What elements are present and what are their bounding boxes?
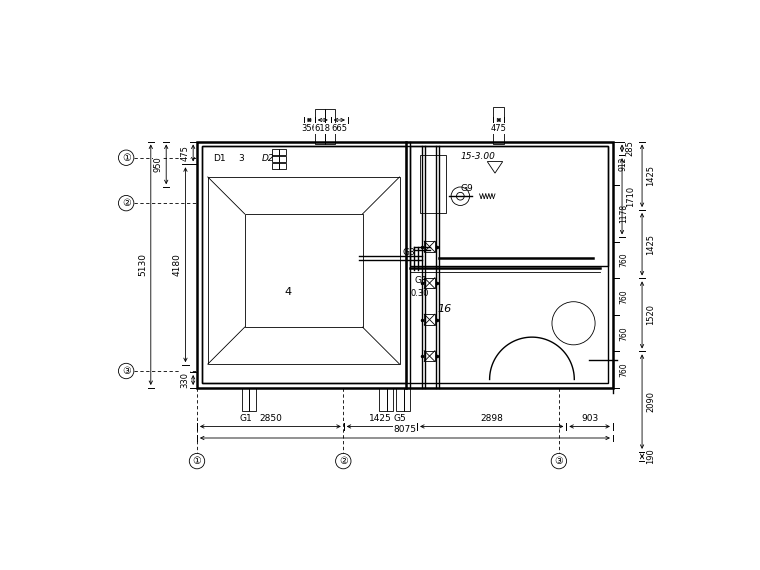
Text: 16: 16 (437, 304, 451, 314)
Bar (280, 163, 286, 169)
Text: 912: 912 (619, 156, 628, 170)
Bar (397, 388, 404, 411)
Bar (273, 163, 279, 169)
Text: 1178: 1178 (619, 204, 628, 223)
Text: 950: 950 (154, 157, 163, 172)
Bar (201, 146, 406, 384)
Text: 285: 285 (626, 140, 635, 156)
Bar (197, 141, 613, 388)
Bar (325, 109, 335, 144)
Text: G8: G8 (414, 276, 427, 286)
Text: 4180: 4180 (173, 253, 182, 276)
Text: 475: 475 (180, 145, 189, 161)
Bar (245, 214, 363, 327)
Bar (424, 351, 435, 361)
Text: 2850: 2850 (259, 414, 282, 422)
Bar (424, 241, 435, 252)
Text: 2090: 2090 (646, 391, 655, 412)
Text: 8075: 8075 (394, 425, 416, 434)
Text: 760: 760 (619, 290, 628, 304)
Text: 760: 760 (619, 326, 628, 340)
Bar (249, 388, 255, 411)
Text: 1425: 1425 (646, 234, 655, 255)
Text: 1520: 1520 (646, 304, 655, 325)
Text: 3: 3 (238, 154, 243, 163)
Text: G3: G3 (403, 248, 415, 257)
Text: ①: ① (122, 153, 131, 162)
Text: 0.30: 0.30 (410, 289, 429, 298)
Text: ①: ① (192, 456, 201, 466)
Text: 760: 760 (619, 253, 628, 267)
Text: 356: 356 (301, 124, 318, 133)
Bar (424, 278, 435, 288)
Text: 618: 618 (315, 124, 331, 133)
Text: D2: D2 (261, 154, 274, 163)
Text: 665: 665 (331, 124, 347, 133)
Bar (315, 109, 325, 144)
Text: G9: G9 (461, 184, 473, 193)
Text: ②: ② (339, 456, 347, 466)
Bar (493, 107, 504, 144)
Bar (420, 156, 446, 213)
Bar (379, 388, 387, 411)
Text: 1425: 1425 (646, 165, 655, 186)
Bar (280, 156, 286, 162)
Bar (201, 146, 608, 384)
Bar (280, 149, 286, 156)
Text: 4: 4 (284, 287, 291, 298)
Bar (424, 314, 435, 325)
Bar (273, 149, 279, 156)
Text: ③: ③ (555, 456, 563, 466)
Bar (410, 146, 608, 266)
Bar (273, 156, 279, 162)
Text: G5: G5 (394, 414, 407, 423)
Bar (207, 177, 400, 364)
Text: 1425: 1425 (369, 414, 392, 422)
Text: G1: G1 (239, 414, 252, 423)
Text: 330: 330 (180, 372, 189, 388)
Bar (242, 388, 249, 411)
Text: 5130: 5130 (138, 253, 147, 276)
Text: 760: 760 (619, 363, 628, 377)
Text: G4: G4 (377, 414, 390, 423)
Text: ②: ② (122, 198, 131, 208)
Text: 190: 190 (646, 449, 655, 465)
Text: 475: 475 (491, 124, 507, 133)
Text: D1: D1 (213, 154, 226, 163)
Bar (404, 388, 410, 411)
Text: ③: ③ (122, 366, 131, 376)
Text: 1710: 1710 (626, 186, 635, 207)
Text: 2898: 2898 (480, 414, 503, 422)
Text: 903: 903 (581, 414, 598, 422)
Bar (387, 388, 394, 411)
Text: 15-3.00: 15-3.00 (461, 152, 496, 161)
